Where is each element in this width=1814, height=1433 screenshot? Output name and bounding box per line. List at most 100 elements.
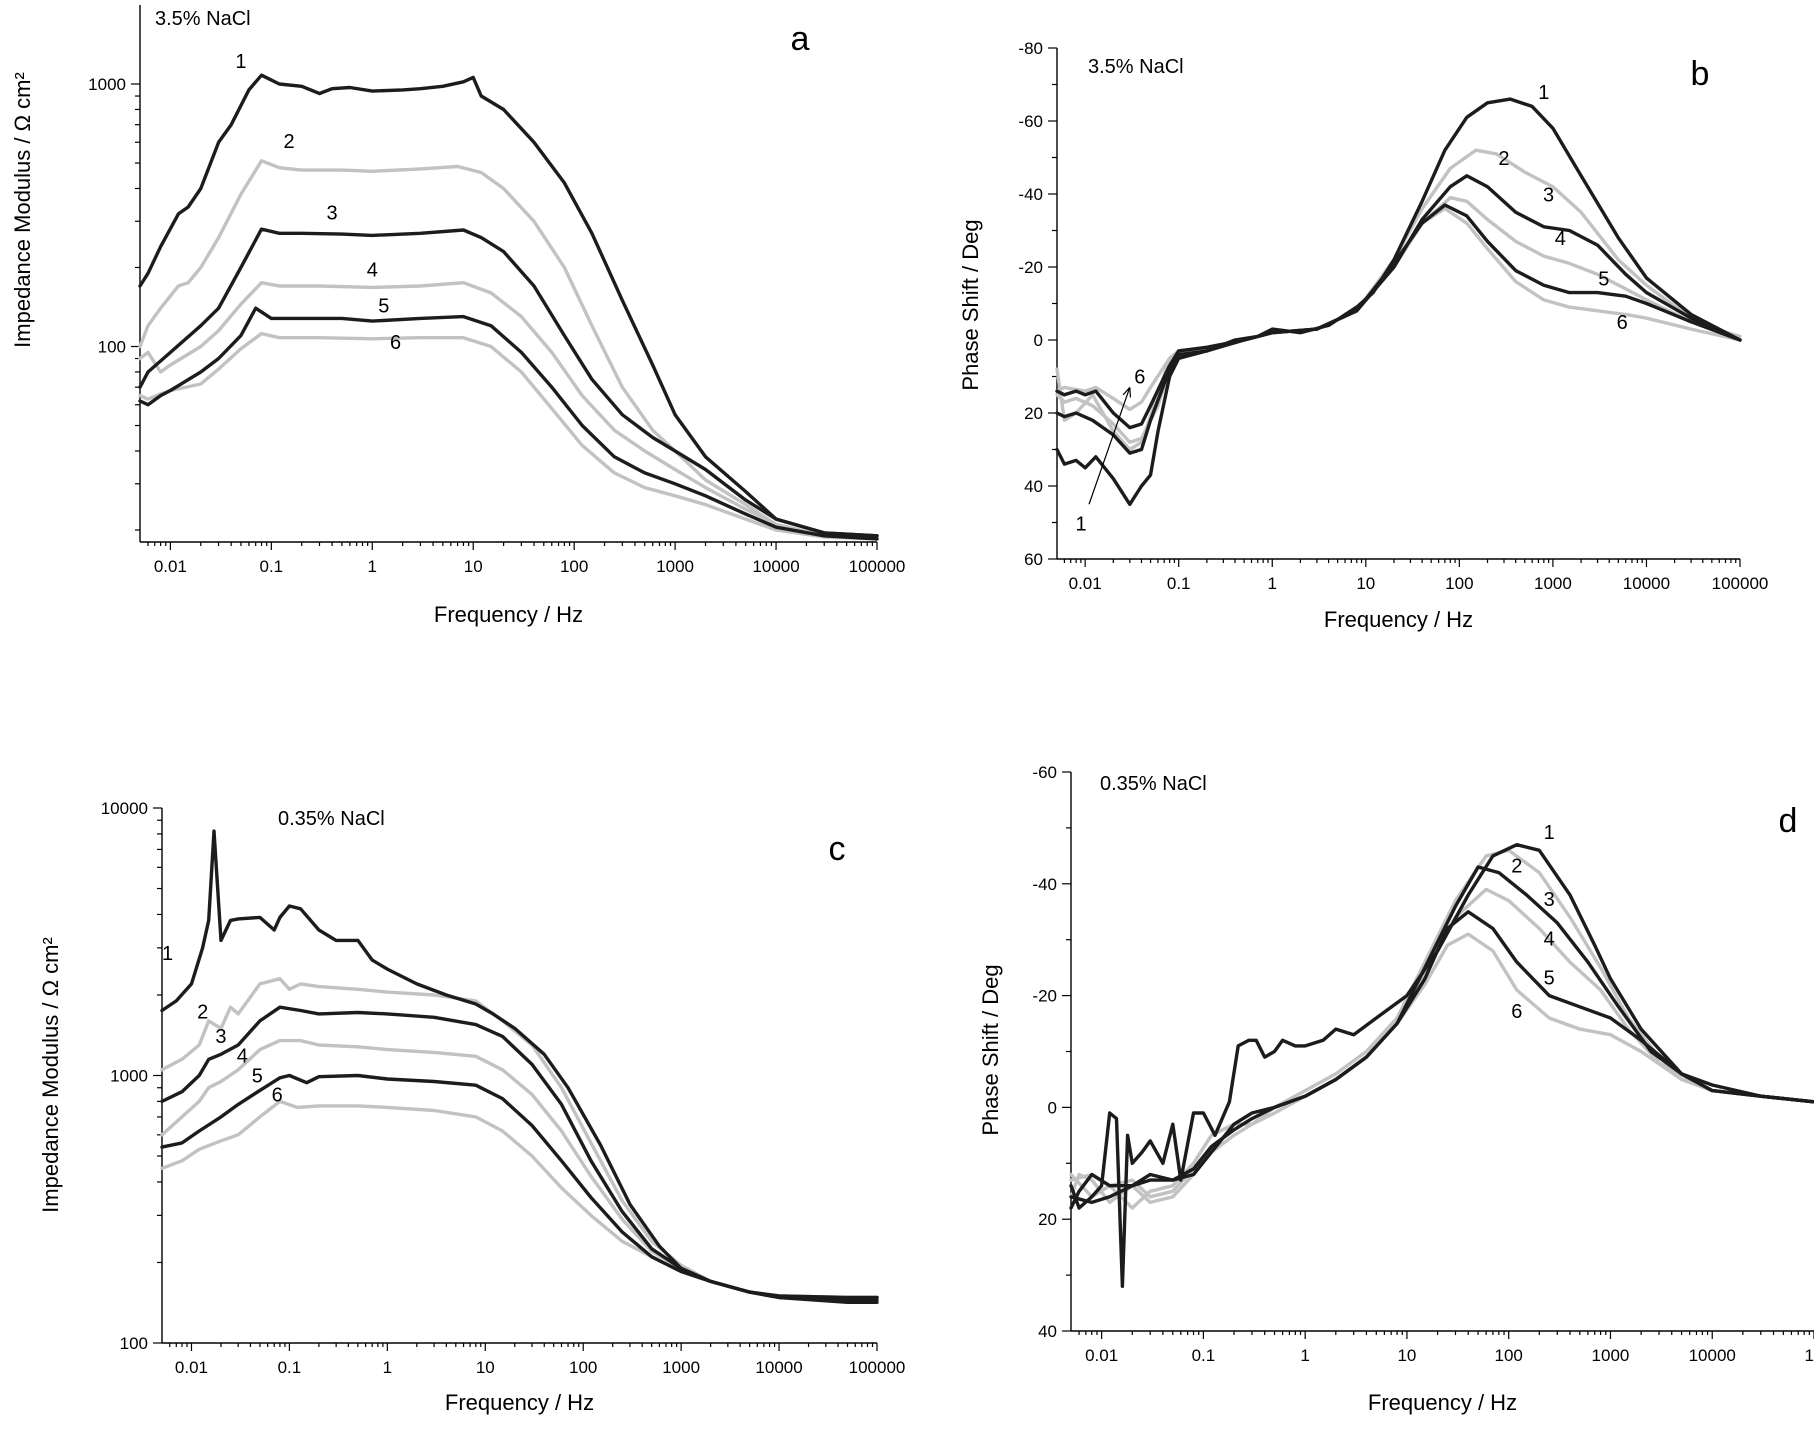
series-line-5 [160, 1073, 879, 1304]
chart-panel-a: 0.01 0.1 1 10 100 1000 10000 100000 100 1000 Frequ… [10, 5, 905, 627]
chart-panel-c: 0.01 0.1 1 10 100 1000 10000 100000 100 1000 10000… [38, 799, 905, 1415]
y-tick-label: 60 [1024, 550, 1043, 569]
y-tick-label: -40 [1032, 875, 1057, 894]
trend-arrow [1088, 387, 1131, 505]
y-tick-label: 20 [1038, 1210, 1057, 1229]
series-label: 5 [252, 1066, 263, 1088]
x-tick-label: 0.1 [1192, 1346, 1216, 1365]
y-axis-title: Phase Shift / Deg [978, 964, 1003, 1135]
series-label: 1 [1538, 82, 1549, 104]
x-axis-title: Frequency / Hz [434, 602, 583, 627]
panel-letter: b [1691, 55, 1710, 93]
x-tick-label: 100000 [849, 557, 906, 576]
series-label: 3 [1544, 889, 1555, 911]
x-tick-label: 10 [1397, 1346, 1416, 1365]
series-line-5 [1069, 910, 1814, 1210]
y-axis-title: Impedance Modulus / Ω cm² [38, 937, 63, 1213]
series-line-6 [160, 1099, 879, 1300]
series-line-3 [1069, 865, 1814, 1205]
series-line-4 [138, 281, 879, 541]
arrow-start-label: 1 [1075, 513, 1086, 535]
x-tick-label: 100 [569, 1358, 597, 1377]
series-label: 5 [1544, 967, 1555, 989]
y-tick-label: 40 [1024, 477, 1043, 496]
x-tick-label: 100000 [849, 1358, 906, 1377]
x-tick-label: 10 [1805, 1346, 1814, 1365]
x-tick-label: 10 [464, 557, 483, 576]
series-line-3 [1055, 174, 1742, 455]
panel-note: 0.35% NaCl [278, 808, 385, 830]
y-tick-label: -60 [1032, 763, 1057, 782]
series-line-6 [1069, 932, 1814, 1205]
series-label: 3 [327, 202, 338, 224]
panel-letter: c [829, 830, 846, 868]
y-tick-label: 1000 [88, 75, 126, 94]
y-axis-title: Phase Shift / Deg [958, 219, 983, 390]
series-label: 5 [1598, 268, 1609, 290]
series-line-5 [1055, 203, 1742, 430]
series-label: 6 [390, 332, 401, 354]
x-tick-label: 10000 [752, 557, 799, 576]
panel-letter: a [791, 20, 810, 58]
panel-note: 0.35% NaCl [1100, 773, 1207, 795]
chart-panel-d: 0.01 0.1 1 10 100 1000 10000 10 -60 -40 -20 0 20 40 Fr… [978, 763, 1814, 1415]
x-tick-label: 0.01 [175, 1358, 208, 1377]
series-label: 6 [272, 1084, 283, 1106]
y-tick-label: 0 [1048, 1098, 1057, 1117]
series-label: 2 [284, 131, 295, 153]
x-axis-title: Frequency / Hz [445, 1390, 594, 1415]
x-tick-label: 0.1 [278, 1358, 302, 1377]
y-tick-label: -20 [1032, 987, 1057, 1006]
series-label: 3 [1543, 184, 1554, 206]
y-tick-label: -80 [1018, 39, 1043, 58]
trend-arrow-head [1122, 387, 1132, 398]
x-tick-label: 100 [1445, 574, 1473, 593]
series-label: 2 [1498, 148, 1509, 170]
series-label: 1 [235, 51, 246, 73]
series-line-1 [1055, 97, 1742, 506]
chart-panel-b: 0.01 0.1 1 10 100 1000 10000 100000-80-60-40-20… [958, 39, 1768, 632]
arrow-end-label: 6 [1134, 366, 1145, 388]
series-line-2 [160, 977, 879, 1300]
series-label: 4 [237, 1045, 248, 1067]
x-tick-label: 10000 [755, 1358, 802, 1377]
series-label: 3 [215, 1026, 226, 1048]
series-line-3 [160, 1005, 879, 1300]
series-line-2 [138, 159, 879, 541]
series-line-4 [1055, 196, 1742, 444]
x-tick-label: 1000 [662, 1358, 700, 1377]
x-tick-label: 1000 [1592, 1346, 1630, 1365]
y-tick-label: 40 [1038, 1322, 1057, 1341]
series-line-6 [138, 331, 879, 541]
series-line-1 [160, 829, 879, 1302]
panel-note: 3.5% NaCl [1088, 56, 1184, 78]
y-tick-label: -20 [1018, 258, 1043, 277]
x-axis-title: Frequency / Hz [1368, 1390, 1517, 1415]
y-tick-label: 10000 [101, 799, 148, 818]
series-line-5 [138, 306, 879, 541]
x-tick-label: 10000 [1623, 574, 1670, 593]
y-tick-label: 0 [1034, 331, 1043, 350]
series-label: 5 [378, 295, 389, 317]
y-tick-label: 100 [98, 338, 126, 357]
y-tick-label: -60 [1018, 112, 1043, 131]
x-tick-label: 100 [560, 557, 588, 576]
x-tick-label: 0.01 [154, 557, 187, 576]
y-tick-label: 1000 [110, 1067, 148, 1086]
y-tick-label: -40 [1018, 185, 1043, 204]
series-label: 4 [367, 259, 378, 281]
series-line-4 [160, 1038, 879, 1300]
y-tick-label: 100 [120, 1334, 148, 1353]
series-line-1 [138, 73, 879, 538]
x-tick-label: 10000 [1689, 1346, 1736, 1365]
series-label: 6 [1511, 1001, 1522, 1023]
y-tick-label: 20 [1024, 404, 1043, 423]
panel-note: 3.5% NaCl [155, 8, 251, 30]
series-label: 4 [1555, 228, 1566, 250]
x-tick-label: 0.01 [1069, 574, 1102, 593]
panel-letter: d [1779, 802, 1798, 840]
x-tick-label: 1 [368, 557, 377, 576]
x-tick-label: 10 [476, 1358, 495, 1377]
series-line-2 [1069, 848, 1814, 1210]
